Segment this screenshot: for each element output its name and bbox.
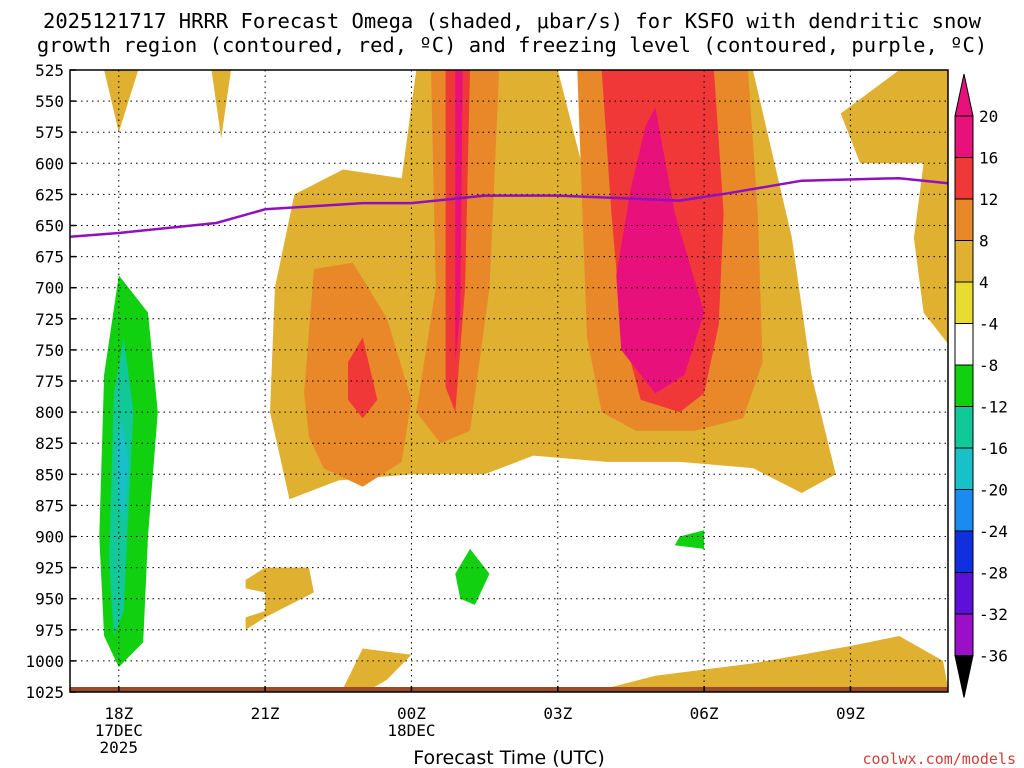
colorbar-box [954, 115, 974, 158]
omega-region-22 [674, 530, 705, 549]
y-tick-label: 925 [35, 559, 64, 578]
colorbar-label: -32 [979, 605, 1008, 624]
omega-region-15 [648, 225, 661, 344]
colorbar-label: -12 [979, 398, 1008, 417]
colorbar-box [954, 613, 974, 656]
colorbar-label: -20 [979, 481, 1008, 500]
x-tick-label: 00Z [397, 704, 426, 723]
y-tick-label: 775 [35, 372, 64, 391]
chart-title-line-1: 2025121717 HRRR Forecast Omega (shaded, … [43, 9, 982, 33]
y-tick-label: 675 [35, 248, 64, 267]
y-tick-label: 575 [35, 123, 64, 142]
y-tick-label: 950 [35, 590, 64, 609]
colorbar-label: 16 [979, 149, 998, 168]
plot-area [69, 69, 949, 693]
omega-region-10 [348, 337, 378, 419]
x-tick-label: 2025 [100, 738, 139, 757]
credit-text: coolwx.com/models [862, 750, 1016, 768]
x-tick-label: 18DEC [387, 721, 435, 740]
colorbar-box [954, 240, 974, 283]
colorbar-box [954, 364, 974, 407]
omega-region-21 [455, 548, 490, 605]
freezing-level-layer [70, 176, 948, 238]
x-tick-label: 09Z [836, 704, 865, 723]
y-tick-label: 725 [35, 310, 64, 329]
y-tick-label: 975 [35, 621, 64, 640]
x-tick-label: 21Z [251, 704, 280, 723]
colorbar: 20 16 12 8 4 -4 -8 -12 -16 -20 -24 -28 -32 -36 [954, 73, 1008, 698]
colorbar-label: -28 [979, 564, 1008, 583]
colorbar-box [954, 406, 974, 449]
y-tick-label: 900 [35, 528, 64, 547]
colorbar-label: 8 [979, 232, 989, 251]
colorbar-box [954, 281, 974, 324]
x-tick-label: 03Z [543, 704, 572, 723]
y-tick-label: 1025 [25, 683, 64, 702]
omega-region-18 [416, 505, 802, 624]
colorbar-label: 20 [979, 107, 998, 126]
y-axis: 525 550 575 600 625 650 675 700 725 750 775 800 825 8… [25, 61, 76, 702]
y-tick-label: 800 [35, 403, 64, 422]
y-tick-label: 650 [35, 217, 64, 236]
freezing-level-line [70, 176, 948, 238]
colorbar-box [954, 530, 974, 573]
y-tick-label: 850 [35, 465, 64, 484]
omega-region-6 [606, 636, 948, 689]
colorbar-top-arrow [954, 73, 974, 117]
x-tick-label: 18Z [104, 704, 133, 723]
colorbar-box [954, 572, 974, 615]
colorbar-box [954, 447, 974, 490]
x-tick-label: 17DEC [95, 721, 143, 740]
omega-region-0 [104, 70, 139, 133]
ground-strip [70, 687, 948, 692]
chart-title-line-2: growth region (contoured, red, ºC) and f… [37, 33, 987, 57]
omega-region-24 [116, 418, 129, 518]
y-tick-label: 875 [35, 496, 64, 515]
y-tick-label: 1000 [25, 652, 64, 671]
colorbar-box [954, 489, 974, 532]
y-tick-label: 600 [35, 154, 64, 173]
omega-region-19 [874, 542, 948, 605]
colorbar-box [954, 157, 974, 200]
y-tick-label: 625 [35, 185, 64, 204]
omega-region-5 [343, 648, 412, 689]
colorbar-label: 12 [979, 190, 998, 209]
omega-region-13 [455, 70, 463, 363]
x-tick-label: 06Z [690, 704, 719, 723]
omega-region-17 [201, 586, 266, 624]
colorbar-box [954, 198, 974, 241]
colorbar-label: -8 [979, 356, 998, 375]
omega-region-14 [616, 107, 705, 394]
omega-region-3 [840, 70, 948, 344]
colorbar-bottom-arrow [954, 655, 974, 698]
colorbar-label: -16 [979, 439, 1008, 458]
y-tick-label: 750 [35, 341, 64, 360]
y-tick-label: 550 [35, 92, 64, 111]
y-tick-label: 700 [35, 279, 64, 298]
x-axis-title: Forecast Time (UTC) [413, 747, 604, 768]
colorbar-label: -24 [979, 522, 1008, 541]
y-tick-label: 525 [35, 61, 64, 80]
colorbar-label: 4 [979, 273, 989, 292]
colorbar-box [954, 323, 974, 366]
omega-region-1 [211, 70, 231, 139]
colorbar-label: -36 [979, 647, 1008, 666]
y-tick-label: 825 [35, 434, 64, 453]
colorbar-label: -4 [979, 315, 998, 334]
